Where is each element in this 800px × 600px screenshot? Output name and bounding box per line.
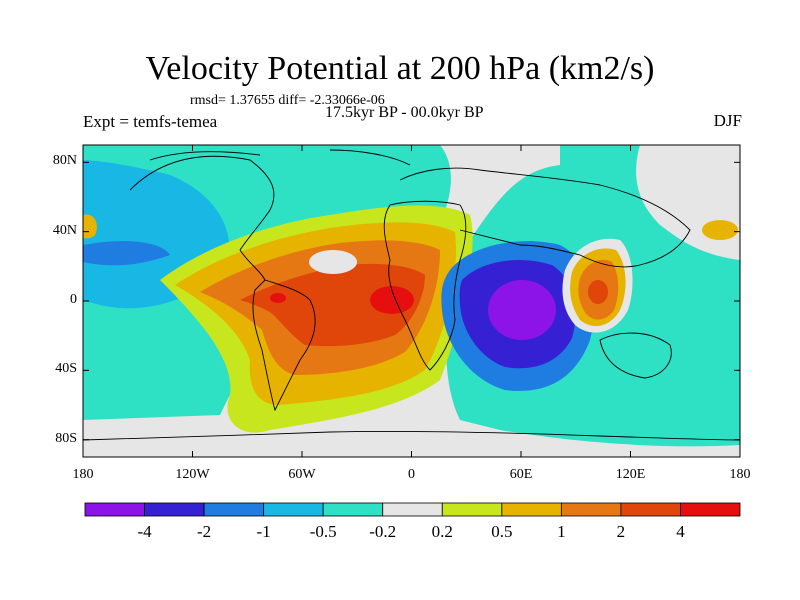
lat-label: 40S (55, 361, 77, 377)
stats-text: rmsd= 1.37655 diff= -2.33066e-06 (190, 93, 385, 108)
region-mc-4 (588, 280, 608, 304)
antarctica-coast (83, 430, 740, 441)
lon-label: 0 (408, 467, 415, 482)
colorbar-label: 4 (676, 522, 685, 541)
lon-label: 120E (615, 467, 646, 482)
lat-tick-marks (83, 161, 740, 441)
australia-coast (599, 332, 672, 379)
region-east-pacific-pos (702, 220, 738, 240)
season-label: DJF (713, 111, 742, 130)
colorbar-box (620, 502, 681, 517)
coastlines (83, 149, 740, 441)
colorbar-box (441, 502, 503, 517)
lon-label: 180 (72, 467, 94, 482)
lat-label: 80S (55, 430, 77, 446)
north-america-coast (129, 155, 275, 281)
colorbar-label: -0.2 (369, 522, 397, 541)
region-dateline-pos (83, 214, 97, 239)
south-america-coast (252, 279, 316, 412)
region-pos-max-atlantic (370, 286, 414, 314)
colorbar-box (680, 502, 741, 517)
colorbar-box (203, 502, 265, 517)
colorbar-box (322, 502, 384, 517)
eurasia-coast (399, 167, 691, 268)
colorbar-label: 2 (616, 522, 626, 541)
lon-label: 60W (288, 467, 316, 482)
colorbar-box (144, 502, 205, 517)
region-pos-4 (240, 263, 425, 347)
chart-title: Velocity Potential at 200 hPa (km2/s) (145, 50, 655, 87)
region-neg-max (488, 280, 556, 340)
lat-label: 80N (52, 153, 77, 169)
colorbar-label: -0.5 (309, 522, 337, 541)
colorbar-box (84, 502, 145, 517)
region-pos-max-amazon (270, 293, 286, 303)
lon-label: 180 (729, 467, 751, 482)
lon-tick-marks (82, 145, 741, 457)
lon-label: 120W (175, 467, 210, 482)
colorbar-label: -4 (137, 522, 152, 541)
region-bubble (309, 250, 357, 274)
lat-label: 0 (70, 292, 77, 307)
colorbar-label: 1 (557, 522, 566, 541)
colorbar-box (263, 502, 324, 517)
arctic-coast (149, 149, 411, 166)
lon-label: 60E (509, 467, 533, 482)
region-neg-pacific-core (83, 241, 170, 266)
colorbar-label: 0.5 (491, 522, 513, 541)
colorbar-label: 0.2 (431, 522, 453, 541)
colorbar-label: -2 (196, 522, 212, 541)
colorbar-box (382, 502, 443, 517)
colorbar-label: -1 (256, 522, 271, 541)
africa-coast (383, 200, 467, 371)
contour-field (83, 145, 740, 457)
lat-label: 40N (52, 222, 77, 238)
colorbar-box (560, 502, 622, 517)
experiment-label: Expt = temfs-temea (83, 112, 218, 131)
period-label: 17.5kyr BP - 00.0kyr BP (325, 104, 484, 121)
colorbar-box (501, 502, 562, 517)
colorbar (84, 502, 741, 517)
